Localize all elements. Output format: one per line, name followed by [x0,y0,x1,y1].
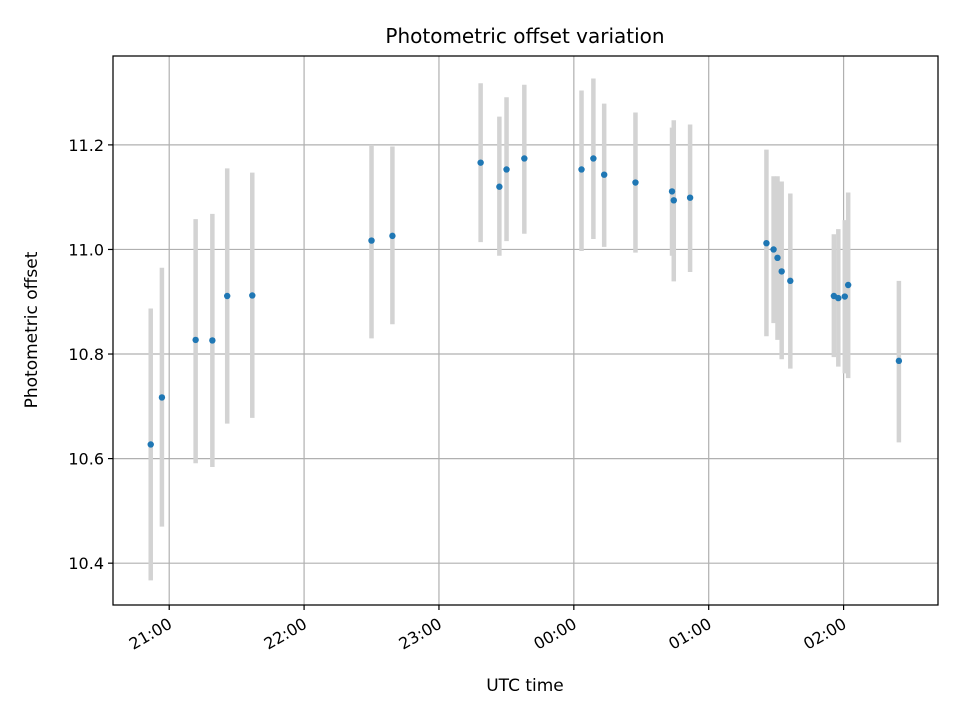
data-point [158,394,166,401]
data-point [496,183,503,190]
data-point [192,336,199,344]
data-point [763,239,770,247]
plot-frame [112,55,939,606]
data-point [770,246,777,253]
y-tick-label: 10.8 [68,345,104,364]
data-point [668,188,676,195]
data-point [147,441,154,448]
data-point [249,292,256,299]
data-point [774,254,781,262]
chart-title: Photometric offset variation [385,24,664,48]
data-point [787,277,794,285]
data-point [389,232,396,240]
y-tick-label: 11.0 [68,240,104,259]
data-point [521,155,528,162]
y-tick-label: 11.2 [68,136,104,155]
data-point [841,293,849,300]
data-point [632,179,639,186]
data-point [368,237,375,244]
data-points [147,155,903,448]
data-point [686,194,694,201]
data-point [670,197,677,204]
data-point [778,268,785,275]
data-point [477,159,484,166]
data-point [600,171,608,178]
data-point [895,357,903,365]
data-point [844,281,852,289]
data-point [503,166,510,173]
x-axis-label: UTC time [486,676,564,696]
data-point [578,166,585,173]
data-point [224,292,231,300]
data-point [590,155,597,162]
data-point [835,294,842,302]
y-axis-ticks: 10.4 10.6 10.8 11.0 11.2 [68,136,113,573]
y-tick-label: 10.6 [68,450,104,469]
y-tick-label: 10.4 [68,554,104,573]
data-point [209,337,216,344]
y-axis-label: Photometric offset [22,251,42,408]
